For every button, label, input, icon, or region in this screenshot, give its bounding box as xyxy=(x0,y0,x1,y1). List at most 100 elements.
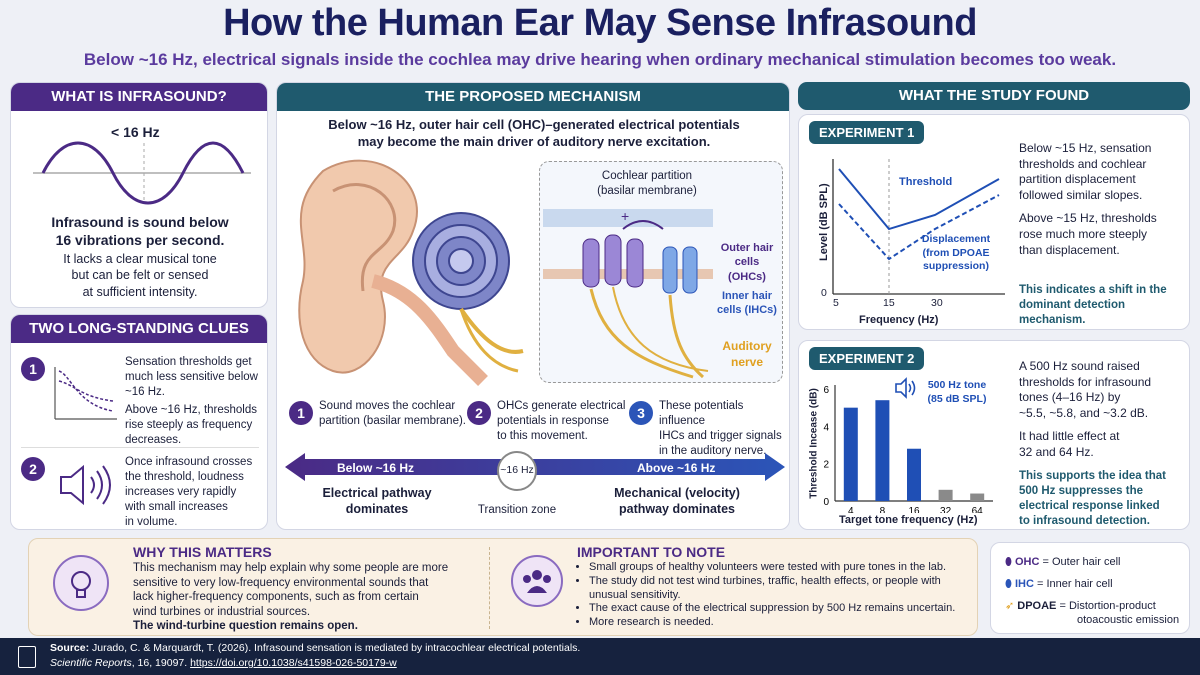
experiment-1-label: EXPERIMENT 1 xyxy=(809,121,925,144)
clue-2-line: the threshold, loudness xyxy=(125,470,244,483)
experiment-1-conclusion: This indicates a shift in the dominant d… xyxy=(1019,283,1189,328)
clue-1-text: Sensation thresholds get much less sensi… xyxy=(125,355,258,448)
clue-1-line: Sensation thresholds get xyxy=(125,356,252,368)
experiment-1-text: Below ~15 Hz, sensation thresholds and c… xyxy=(1019,141,1157,258)
above-16hz-label: Above ~16 Hz xyxy=(637,461,716,475)
legend-line-2: (85 dB SPL) xyxy=(927,392,987,405)
transition-zone-label: Transition zone xyxy=(477,504,557,516)
step-line: to this movement. xyxy=(497,429,588,442)
infrasound-definition: Infrasound is sound below 16 vibrations … xyxy=(11,213,269,249)
step-1-badge: 1 xyxy=(289,401,313,425)
chart1-ytick-0: 0 xyxy=(821,287,827,299)
exp1-conclusion-line: This indicates a shift in the xyxy=(1019,284,1167,296)
clue-1-line: decreases. xyxy=(125,433,182,446)
source-line-2: Scientific Reports, 16, 19097. https://d… xyxy=(50,657,397,671)
experiment-2-text: A 500 Hz sound raised thresholds for inf… xyxy=(1019,359,1151,461)
exp2-conclusion-line: 500 Hz suppresses the xyxy=(1019,484,1144,497)
chart2-legend: 500 Hz tone (85 dB SPL) xyxy=(917,379,997,406)
hair-cells-illustration: + xyxy=(543,208,713,379)
source-text: Jurado, C. & Marquardt, T. (2026). Infra… xyxy=(89,642,581,654)
clue-2-line: increases very rapidly xyxy=(125,485,237,498)
note-heading: IMPORTANT TO NOTE xyxy=(577,544,726,560)
step-line: OHCs generate electrical xyxy=(497,400,626,412)
y-tick-label: 2 xyxy=(823,460,829,471)
clue-2-badge: 2 xyxy=(21,457,45,481)
desc-line-2: but can be felt or sensed xyxy=(71,268,209,283)
freq-label: < 16 Hz xyxy=(111,124,160,140)
ohc-abbr: OHC xyxy=(1014,556,1040,568)
sine-wave-icon xyxy=(33,141,251,205)
y-tick-label: 6 xyxy=(823,385,829,396)
found-heading: WHAT THE STUDY FOUND xyxy=(798,82,1190,110)
doi-link[interactable]: https://doi.org/10.1038/s41598-026-50179… xyxy=(190,657,397,669)
people-icon xyxy=(511,555,563,607)
chart2-xlabel: Target tone frequency (Hz) xyxy=(839,514,978,526)
threshold-series-label: Threshold xyxy=(899,176,953,188)
exp1-line: Above ~15 Hz, thresholds xyxy=(1019,211,1157,226)
ihc-line-1: Inner hair xyxy=(721,290,773,302)
bar xyxy=(843,407,858,501)
cp-line-2: (basilar membrane) xyxy=(597,184,697,197)
what-is-infrasound-panel: WHAT IS INFRASOUND? < 16 Hz Infrasound i… xyxy=(10,82,268,308)
x-tick-label: 16 xyxy=(908,506,920,513)
exp1-line: than displacement. xyxy=(1019,242,1120,257)
exp2-line: thresholds for infrasound xyxy=(1019,374,1152,389)
infrasound-description: It lacks a clear musical tone but can be… xyxy=(11,251,269,300)
speaker-icon xyxy=(60,464,111,506)
document-icon xyxy=(18,646,36,668)
ihc-def: = Inner hair cell xyxy=(1037,578,1113,590)
disp-line-1: Displacement xyxy=(921,233,991,245)
clue-2-line: Once infrasound crosses xyxy=(125,456,253,468)
cp-line-1: Cochlear partition xyxy=(601,170,693,182)
nerve-line-1: Auditory xyxy=(722,339,772,353)
two-clues-panel: TWO LONG-STANDING CLUES 1 Sensation thre… xyxy=(10,314,268,530)
step-2-badge: 2 xyxy=(467,401,491,425)
exp1-line: thresholds and cochlear xyxy=(1019,156,1147,171)
bar xyxy=(907,448,921,501)
mechanism-heading: THE PROPOSED MECHANISM xyxy=(277,83,789,111)
ohc-line-2: cells (OHCs) xyxy=(728,256,766,283)
source-line-1: Source: Jurado, C. & Marquardt, T. (2026… xyxy=(50,642,580,656)
clue-divider xyxy=(21,447,259,448)
below-16hz-label: Below ~16 Hz xyxy=(337,461,415,475)
intro-line-1: Below ~16 Hz, outer hair cell (OHC)–gene… xyxy=(328,117,740,132)
transition-freq-label: ~16 Hz xyxy=(500,464,534,476)
def-line-2: 16 vibrations per second. xyxy=(55,232,225,249)
electrical-pathway-label: Electrical pathway dominates xyxy=(297,485,457,518)
chart1-xtick-5: 5 xyxy=(833,297,839,309)
y-tick-label: 0 xyxy=(823,497,829,508)
step-3-badge: 3 xyxy=(629,401,653,425)
clue-1-line: Above ~16 Hz, thresholds xyxy=(125,403,258,416)
step-line: partition (basilar membrane). xyxy=(319,414,467,427)
step-2-text: OHCs generate electrical potentials in r… xyxy=(497,399,625,444)
dp-abbr: DPOAE xyxy=(1017,600,1057,612)
step-1-text: Sound moves the cochlear partition (basi… xyxy=(319,399,466,429)
experiment-2-panel: EXPERIMENT 2 0 2 4 6 4 8 16 32 64 Threshold Ince… xyxy=(798,340,1190,530)
mechanical-pathway-label: Mechanical (velocity) pathway dominates xyxy=(587,485,767,518)
page-subtitle: Below ~16 Hz, electrical signals inside … xyxy=(83,50,1117,69)
threshold-curve-icon xyxy=(54,367,117,420)
ohc-def: = Outer hair cell xyxy=(1042,556,1121,568)
chart1-xtick-30: 30 xyxy=(931,297,943,309)
dpoae-legend: ➶ DPOAE = Distortion-product otoacoustic … xyxy=(1005,600,1180,627)
mechanism-panel: THE PROPOSED MECHANISM Below ~16 Hz, out… xyxy=(276,82,790,530)
chart1-xtick-15: 15 xyxy=(883,297,895,309)
bar xyxy=(938,489,953,501)
exp2-conclusion-line: to infrasound detection. xyxy=(1019,514,1150,527)
source-journal: Scientific Reports xyxy=(50,657,132,669)
why-line: wind turbines or industrial sources. xyxy=(133,605,311,618)
source-label: Source: xyxy=(50,642,90,654)
legend-line-1: 500 Hz tone xyxy=(927,379,987,391)
mechanism-intro: Below ~16 Hz, outer hair cell (OHC)–gene… xyxy=(277,117,791,151)
disp-line-2: (from DPOAE xyxy=(922,246,990,259)
exp2-conclusion-line: This supports the idea that xyxy=(1019,470,1166,482)
step-line: IHCs and trigger signals xyxy=(659,429,782,442)
bottom-panel: WHY THIS MATTERS This mechanism may help… xyxy=(28,538,978,636)
ohc-label: Outer hair cells (OHCs) xyxy=(715,241,779,284)
experiment-2-label: EXPERIMENT 2 xyxy=(809,347,925,370)
exp1-line: rose much more steeply xyxy=(1019,226,1148,241)
why-line: sensitive to very low-frequency environm… xyxy=(133,576,429,589)
ihc-legend: ⬮ IHC = Inner hair cell xyxy=(1005,578,1113,590)
step-line: Sound moves the cochlear xyxy=(319,400,456,412)
displacement-series-label: Displacement (from DPOAE suppression) xyxy=(911,233,1001,274)
